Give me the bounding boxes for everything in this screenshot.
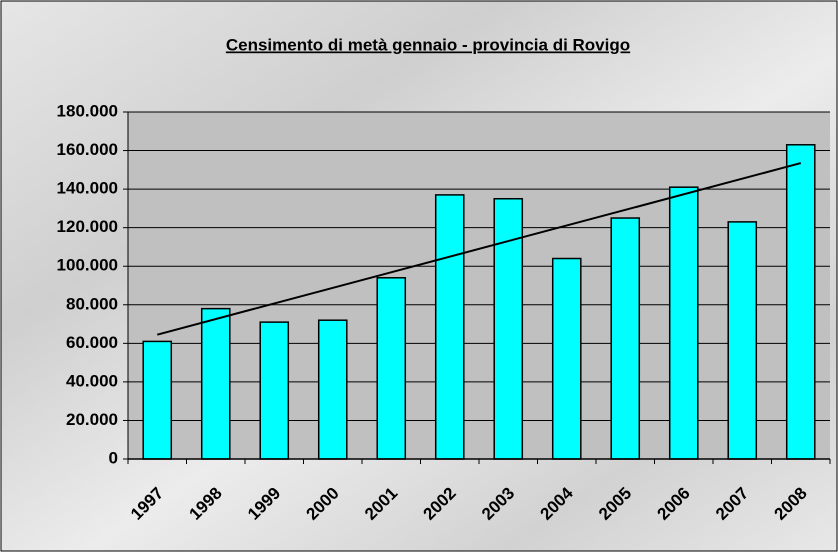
bar: [668, 186, 699, 460]
bar: [551, 257, 582, 460]
y-tick-label: 120.000: [57, 217, 118, 236]
trend-line: [156, 162, 802, 336]
y-tick-label: 180.000: [57, 101, 118, 120]
y-tick-label: 60.000: [66, 333, 118, 352]
bar: [200, 307, 231, 460]
bar: [785, 144, 816, 460]
bar: [727, 221, 758, 460]
bar: [142, 340, 173, 460]
bar: [376, 277, 407, 460]
y-tick-label: 100.000: [57, 256, 118, 275]
bar: [434, 194, 465, 460]
y-tick-label: 80.000: [66, 294, 118, 313]
y-tick-label: 160.000: [57, 140, 118, 159]
y-tick-label: 140.000: [57, 179, 118, 198]
bar: [259, 321, 290, 460]
plot-area: [128, 112, 830, 459]
y-tick-label: 40.000: [66, 371, 118, 390]
y-tick-label: 0: [109, 448, 118, 467]
bar: [610, 217, 641, 460]
bar: [317, 319, 348, 460]
chart-title: Censimento di metà gennaio - provincia d…: [226, 35, 630, 54]
y-tick-label: 20.000: [66, 410, 118, 429]
